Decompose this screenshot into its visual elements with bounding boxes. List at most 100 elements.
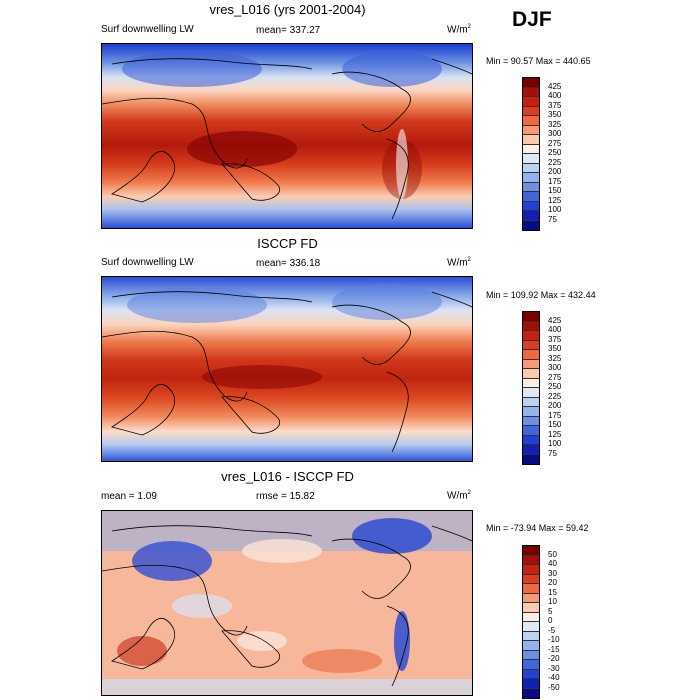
colorbar-tick-label: -20 [548, 654, 560, 663]
panel-3-rmse: rmse = 15.82 [256, 491, 315, 502]
colorbar-segment [523, 584, 539, 594]
colorbar-tick-label: 325 [548, 119, 562, 129]
colorbar-tick-label: 175 [548, 176, 562, 186]
colorbar-segment [523, 87, 539, 97]
colorbar-tick-label: 300 [548, 363, 562, 372]
colorbar-segment [523, 201, 539, 211]
colorbar-segment [523, 603, 539, 613]
colorbar-tick-label: 5 [548, 606, 553, 616]
colorbar-tick-label: 125 [548, 195, 562, 205]
colorbar-tick-label: 325 [548, 353, 562, 363]
panel-3-colorbar [522, 545, 540, 699]
colorbar-tick-label: 150 [548, 420, 562, 429]
panel-2-map [101, 276, 473, 462]
colorbar-segment [523, 359, 539, 369]
colorbar-segment [523, 97, 539, 107]
colorbar-tick-label: 225 [548, 157, 562, 167]
panel-3-units: W/m2 [447, 490, 471, 502]
colorbar-segment [523, 154, 539, 164]
colorbar-tick-label: 75 [548, 448, 557, 458]
panel-3-title: vres_L016 - ISCCP FD [221, 469, 354, 484]
colorbar-tick-label: 200 [548, 167, 562, 176]
colorbar-tick-label: 300 [548, 129, 562, 138]
colorbar-tick-label: 425 [548, 315, 562, 325]
colorbar-tick-label: 250 [548, 148, 562, 157]
colorbar-segment [523, 574, 539, 584]
panel-1-units: W/m2 [447, 24, 471, 36]
panel-1-left-label: Surf downwelling LW [101, 24, 194, 35]
colorbar-segment [523, 220, 539, 230]
panel-1-minmax: Min = 90.57 Max = 440.65 [486, 56, 591, 66]
colorbar-segment [523, 369, 539, 379]
panel-2-title: ISCCP FD [257, 236, 318, 251]
panel-2-mean: mean= 336.18 [256, 258, 321, 269]
colorbar-segment [523, 211, 539, 221]
panel-1-map [101, 43, 473, 229]
panel-1-title: vres_L016 (yrs 2001-2004) [209, 2, 366, 17]
colorbar-segment [523, 426, 539, 436]
panel-2-colorbar [522, 311, 540, 465]
colorbar-tick-label: 400 [548, 325, 562, 334]
colorbar-tick-label: 175 [548, 410, 562, 420]
colorbar-tick-label: 50 [548, 549, 557, 559]
colorbar-segment [523, 106, 539, 116]
colorbar-tick-label: 10 [548, 597, 557, 606]
colorbar-segment [523, 331, 539, 341]
colorbar-segment [523, 555, 539, 565]
colorbar-segment [523, 416, 539, 426]
panel-1-colorbar [522, 77, 540, 231]
colorbar-segment [523, 125, 539, 135]
colorbar-segment [523, 397, 539, 407]
colorbar-segment [523, 340, 539, 350]
colorbar-segment [523, 192, 539, 202]
colorbar-segment [523, 163, 539, 173]
colorbar-segment [523, 612, 539, 622]
colorbar-segment [523, 378, 539, 388]
panel-2-field [102, 277, 472, 461]
panel-1-field [102, 44, 472, 228]
colorbar-tick-label: 100 [548, 439, 562, 448]
colorbar-segment [523, 679, 539, 689]
colorbar-tick-label: 275 [548, 138, 562, 148]
colorbar-tick-label: 350 [548, 344, 562, 353]
colorbar-tick-label: -30 [548, 663, 560, 673]
colorbar-segment [523, 688, 539, 698]
colorbar-segment [523, 173, 539, 183]
colorbar-segment [523, 660, 539, 670]
colorbar-tick-label: -10 [548, 635, 560, 644]
panel-3-minmax: Min = -73.94 Max = 59.42 [486, 523, 589, 533]
colorbar-tick-label: 0 [548, 616, 553, 625]
colorbar-segment [523, 622, 539, 632]
colorbar-tick-label: -50 [548, 682, 560, 692]
colorbar-segment [523, 445, 539, 455]
colorbar-tick-label: -15 [548, 644, 560, 654]
panel-2-left-label: Surf downwelling LW [101, 257, 194, 268]
colorbar-segment [523, 669, 539, 679]
colorbar-tick-label: 275 [548, 372, 562, 382]
colorbar-tick-label: 250 [548, 382, 562, 391]
colorbar-segment [523, 116, 539, 126]
season-label: DJF [512, 8, 552, 31]
colorbar-tick-label: 375 [548, 334, 562, 344]
panel-2-minmax: Min = 109.92 Max = 432.44 [486, 290, 596, 300]
colorbar-segment [523, 435, 539, 445]
colorbar-segment [523, 650, 539, 660]
colorbar-tick-label: 125 [548, 429, 562, 439]
panel-3-field [102, 511, 472, 695]
colorbar-segment [523, 593, 539, 603]
panel-3-map [101, 510, 473, 696]
colorbar-tick-label: 15 [548, 587, 557, 597]
colorbar-segment [523, 182, 539, 192]
colorbar-segment [523, 388, 539, 398]
colorbar-segment [523, 407, 539, 417]
colorbar-tick-label: 350 [548, 110, 562, 119]
colorbar-tick-label: 75 [548, 214, 557, 224]
colorbar-tick-label: 200 [548, 401, 562, 410]
colorbar-tick-label: 400 [548, 91, 562, 100]
colorbar-tick-label: 20 [548, 578, 557, 587]
colorbar-tick-label: 100 [548, 205, 562, 214]
colorbar-segment [523, 350, 539, 360]
colorbar-segment [523, 546, 539, 556]
colorbar-segment [523, 641, 539, 651]
colorbar-segment [523, 135, 539, 145]
